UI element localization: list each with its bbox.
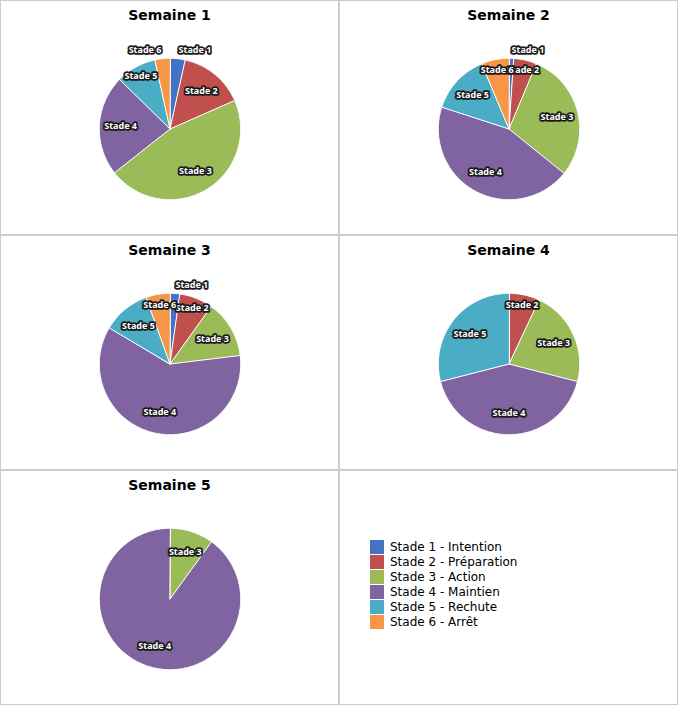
svg-text:Stade 6: Stade 6: [481, 63, 514, 76]
html-text:Semaine 5: Semaine 5: [128, 477, 211, 493]
svg-text:Stade 4: Stade 4: [104, 119, 137, 132]
svg-text:Stade 1: Stade 1: [179, 43, 212, 56]
html-text:Stade 5 - Rechute: Stade 5 - Rechute: [390, 599, 498, 614]
svg-text:Stade 2: Stade 2: [506, 298, 539, 311]
svg-text:Stade 5: Stade 5: [456, 88, 489, 101]
html-text:Semaine 4: Semaine 4: [467, 242, 550, 258]
svg-text:Stade 3: Stade 3: [196, 332, 229, 345]
html-text:Stade 3 - Action: Stade 3 - Action: [390, 569, 486, 584]
svg-text:Stade 2: Stade 2: [506, 63, 540, 77]
svg-text:Stade 2: Stade 2: [176, 301, 209, 314]
html-text:Stade 1 - Intention: Stade 1 - Intention: [390, 539, 502, 554]
html-text:Stade 2 - Préparation: Stade 2 - Préparation: [390, 554, 518, 569]
html-text:Stade 6 - Arrêt: Stade 6 - Arrêt: [390, 614, 478, 629]
html-text:Semaine 2: Semaine 2: [467, 7, 550, 23]
svg-text:Stade 5: Stade 5: [122, 319, 155, 332]
svg-text:Stade 6: Stade 6: [143, 298, 176, 311]
svg-text:Stade 5: Stade 5: [124, 69, 157, 82]
svg-text:Stade 4: Stade 4: [469, 165, 502, 178]
svg-text:Stade 4: Stade 4: [143, 405, 176, 418]
svg-text:Stade 5: Stade 5: [453, 327, 486, 340]
svg-text:Stade 2: Stade 2: [185, 84, 218, 97]
svg-text:Stade 1: Stade 1: [175, 278, 208, 291]
svg-text:Stade 3: Stade 3: [179, 164, 212, 177]
svg-text:Stade 4: Stade 4: [138, 639, 171, 652]
svg-text:Stade 4: Stade 4: [493, 406, 526, 419]
svg-text:Stade 3: Stade 3: [541, 110, 574, 123]
svg-text:Stade 3: Stade 3: [169, 545, 202, 558]
svg-text:Stade 6: Stade 6: [129, 43, 162, 56]
html-text:Semaine 3: Semaine 3: [128, 242, 211, 258]
html-text:Semaine 1: Semaine 1: [128, 7, 211, 23]
html-text:Stade 4 - Maintien: Stade 4 - Maintien: [390, 584, 500, 599]
svg-text:Stade 3: Stade 3: [537, 336, 570, 349]
svg-text:Stade 1: Stade 1: [512, 43, 545, 56]
